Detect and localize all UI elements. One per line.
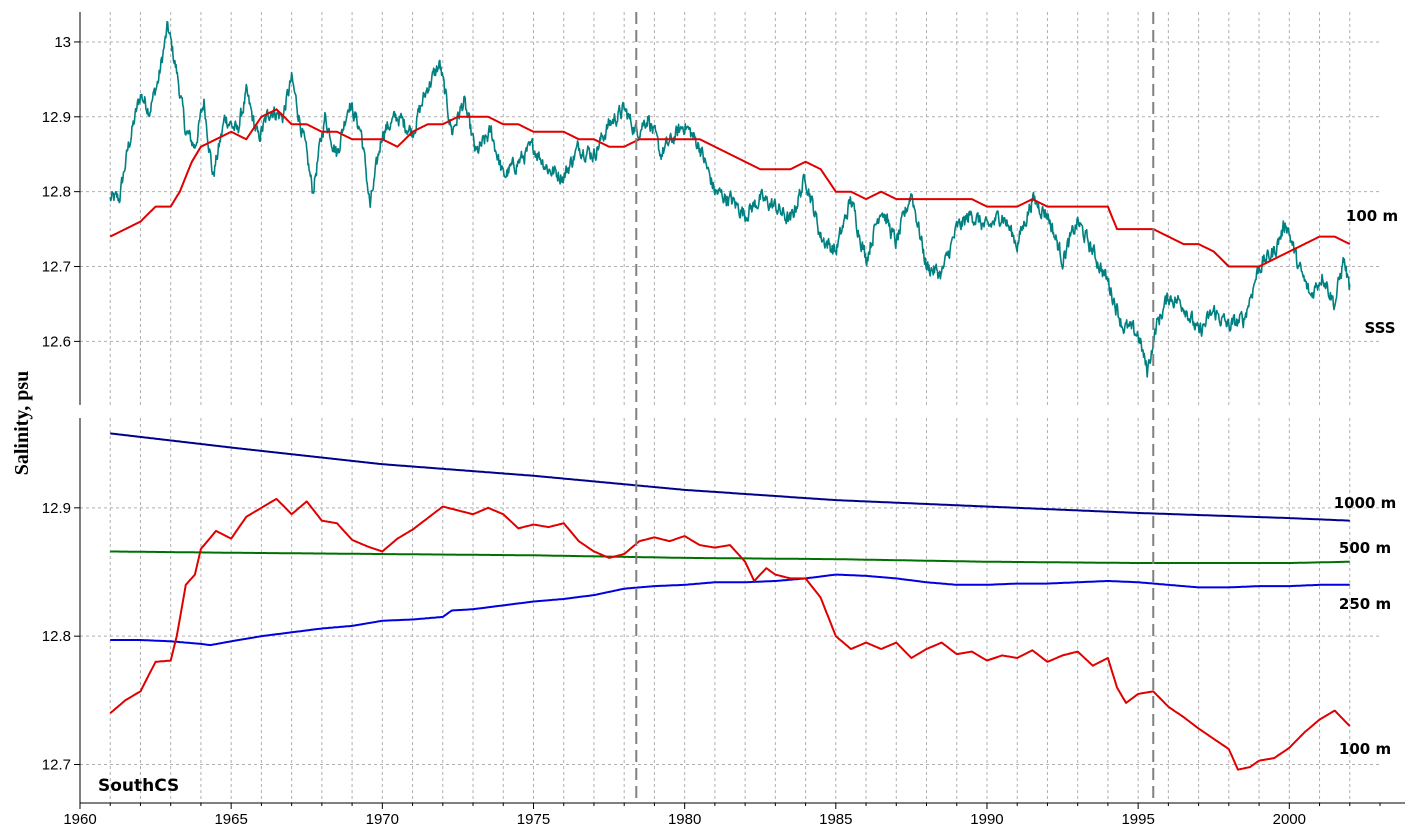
x-tick-label: 1990 [970,811,1003,828]
series-label-1000-m: 1000 m [1334,494,1397,512]
series-line-1000-m [110,432,1350,522]
series-group [109,20,1351,771]
series-line-500-m [110,550,1350,564]
y-tick-label: 13 [54,34,71,51]
series-label-500-m: 500 m [1339,539,1391,557]
series-label-250-m: 250 m [1339,595,1391,613]
series-line-sss [109,20,1351,378]
series-label-100-m: 100 m [1339,740,1391,758]
region-label: SouthCS [98,776,179,796]
series-line-100-m [109,108,1351,268]
series-label-sss: SSS [1364,319,1395,337]
axes: 12.6 12.7 12.8 12.9 13 12.7 12.8 12.9 1960 1965 19… [42,12,1405,828]
series-labels: SSS 100 m 1000 m 500 m 250 m 100 m [1334,207,1398,758]
y-tick-label: 12.7 [42,757,71,774]
y-axis-label: Salinity, psu [11,371,33,476]
y-tick-label: 12.8 [42,184,71,201]
y-tick-label: 12.9 [42,500,71,517]
y-tick-label: 12.7 [42,259,71,276]
x-tick-label: 1965 [214,811,247,828]
vertical-markers [635,12,1155,803]
y-tick-label: 12.9 [42,109,71,126]
series-label-100-m: 100 m [1346,207,1398,225]
x-tick-label: 1980 [668,811,701,828]
grid [80,12,1380,803]
y-tick-label: 12.6 [42,333,71,350]
x-tick-label: 1985 [819,811,852,828]
series-line-250-m [110,573,1350,647]
x-tick-label: 1995 [1121,811,1154,828]
series-line-100-m [109,497,1351,771]
x-tick-label: 1960 [63,811,96,828]
y-tick-label: 12.8 [42,628,71,645]
x-tick-label: 2000 [1273,811,1306,828]
x-tick-label: 1975 [517,811,550,828]
x-tick-label: 1970 [366,811,399,828]
